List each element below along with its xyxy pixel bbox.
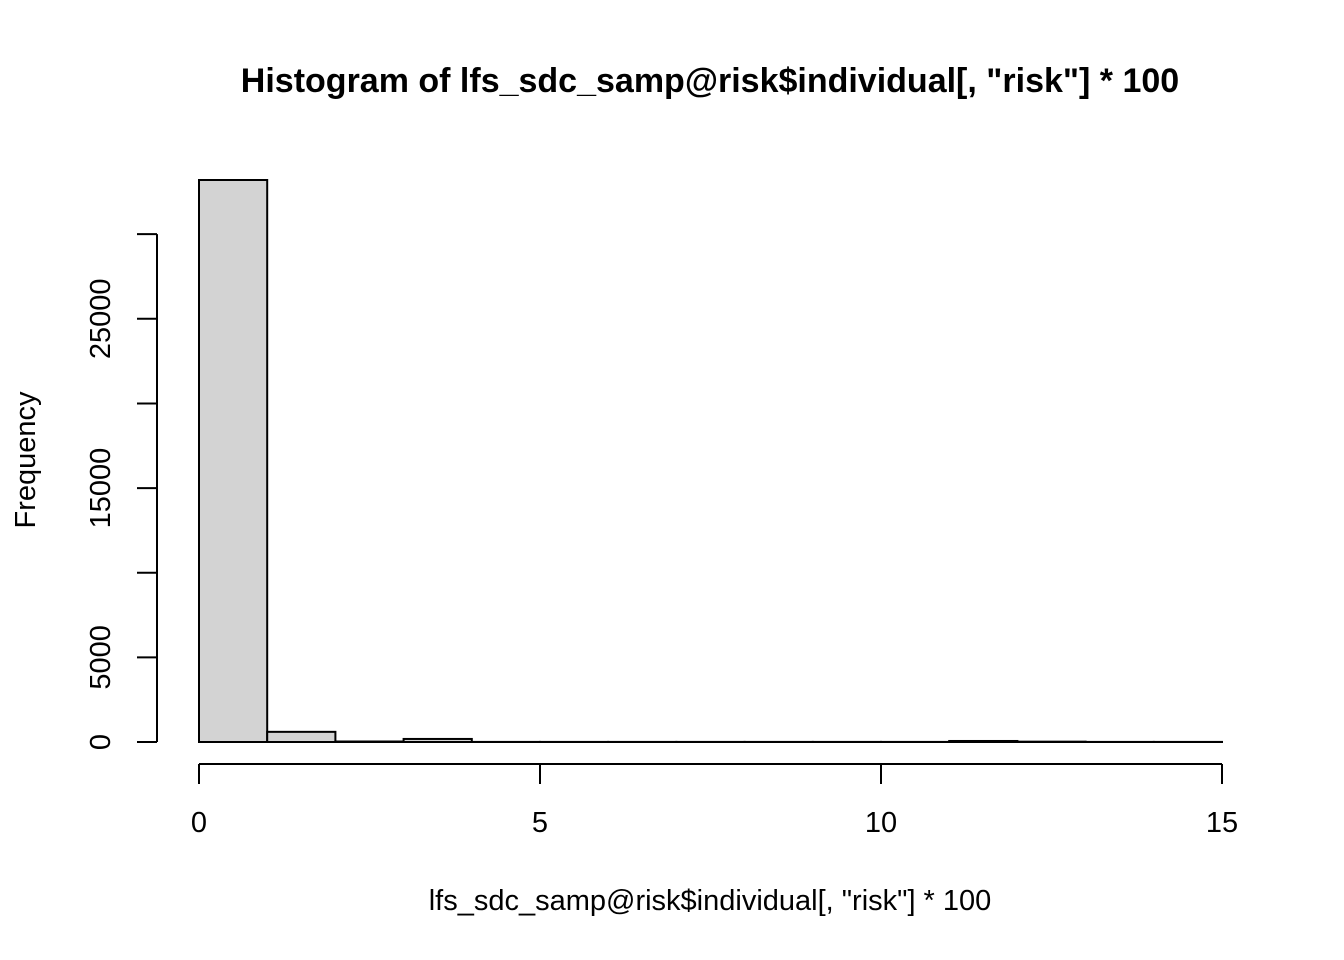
y-tick-label: 25000 bbox=[85, 278, 117, 359]
y-axis-label: Frequency bbox=[10, 391, 42, 529]
x-axis-label: lfs_sdc_samp@risk$individual[, "risk"] *… bbox=[429, 885, 992, 917]
histogram-bar bbox=[402, 737, 473, 743]
y-axis: 0 5000 15000 25000 bbox=[85, 233, 158, 750]
x-tick-label: 0 bbox=[191, 807, 207, 839]
histogram-bar bbox=[266, 730, 337, 744]
y-tick-label: 5000 bbox=[85, 625, 117, 690]
x-tick-label: 15 bbox=[1206, 807, 1238, 839]
x-tick-label: 5 bbox=[532, 807, 548, 839]
y-tick-label: 0 bbox=[85, 734, 117, 750]
histogram-bar bbox=[948, 739, 1019, 743]
chart-title: Histogram of lfs_sdc_samp@risk$individua… bbox=[241, 62, 1179, 100]
x-axis: 0 5 10 15 bbox=[191, 763, 1238, 839]
y-tick-label: 15000 bbox=[85, 448, 117, 529]
histogram-bar bbox=[334, 740, 405, 744]
bars-group bbox=[198, 179, 1224, 744]
x-tick-label: 10 bbox=[865, 807, 897, 839]
histogram-bar bbox=[198, 179, 269, 743]
